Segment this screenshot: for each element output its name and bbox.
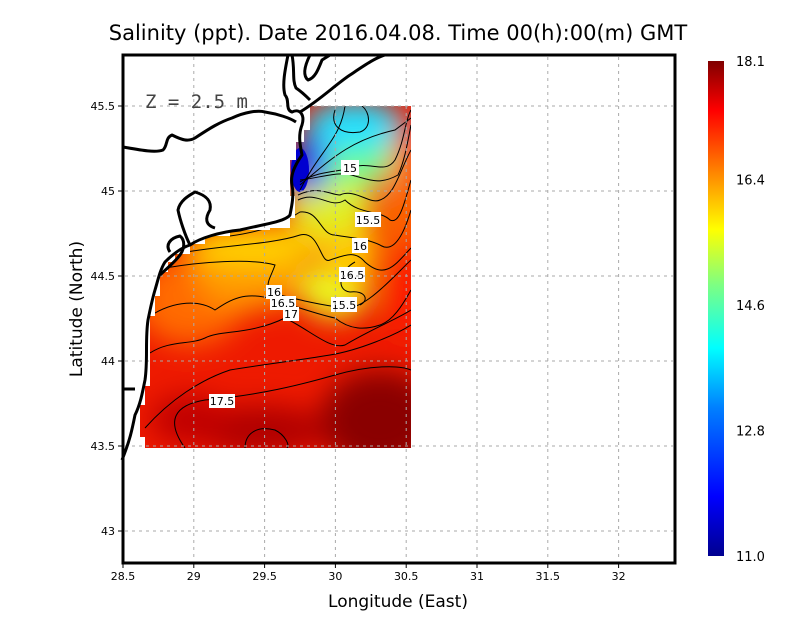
contour-label-box — [209, 394, 235, 408]
contour-label: 16 — [353, 240, 367, 253]
x-tick-label: 29.5 — [252, 570, 277, 583]
colorbar — [708, 61, 724, 556]
y-tick-label: 44 — [101, 355, 115, 368]
contour-label-box — [339, 267, 365, 282]
coastline-north — [303, 53, 331, 82]
contour-label-box — [352, 238, 368, 253]
x-tick-label: 31 — [470, 570, 484, 583]
contour-line — [297, 179, 411, 222]
coastline-west — [120, 54, 305, 461]
contour-line — [333, 106, 369, 134]
coastline — [120, 53, 386, 461]
y-tick-label: 43 — [101, 525, 115, 538]
contour-label: 16 — [267, 286, 281, 299]
contour-labels: 15 15.5 16 16.5 15.5 16 16.5 17 17.5 — [209, 160, 381, 408]
colorbar-tick-label: 12.8 — [736, 425, 765, 440]
x-tick-label: 31.5 — [536, 570, 561, 583]
contour-label: 17 — [284, 308, 298, 321]
y-tick-label: 43.5 — [91, 440, 116, 453]
contour-label-box — [341, 160, 359, 175]
contour-line — [149, 289, 411, 329]
colorbar-tick-label: 18.1 — [736, 55, 765, 70]
contour-label-box — [283, 307, 299, 321]
contour-label-box — [331, 297, 357, 312]
contour-label: 15.5 — [356, 214, 381, 227]
coastline-inlet — [122, 109, 297, 153]
field-blob-shelf — [185, 223, 325, 267]
contour-label: 17.5 — [210, 395, 235, 408]
x-tick-label: 30 — [328, 570, 342, 583]
contour-label: 16.5 — [271, 297, 296, 310]
contour-label-box — [270, 296, 296, 310]
contour-line — [174, 234, 411, 271]
field-blob-east-red — [390, 240, 411, 340]
contour-line — [299, 117, 411, 186]
field-blob-max — [320, 370, 411, 448]
plot-frame — [121, 53, 677, 565]
contour-line — [174, 366, 411, 448]
colorbar-ticks: 18.1 16.4 14.6 12.8 11.0 — [736, 55, 765, 565]
y-axis-label: Latitude (North) — [67, 241, 87, 377]
contour-line — [144, 324, 411, 429]
y-tick-label: 44.5 — [91, 270, 116, 283]
contour-line — [297, 149, 411, 202]
colorbar-tick-label: 11.0 — [736, 550, 765, 565]
contour-label: 15 — [343, 162, 357, 175]
y-axis-ticks: 45.5 45 44.5 44 43.5 43 — [91, 100, 123, 538]
contour-label-box — [355, 212, 381, 227]
x-tick-label: 28.5 — [111, 570, 136, 583]
y-tick-label: 45 — [101, 185, 115, 198]
colorbar-tick-label: 16.4 — [736, 174, 765, 189]
contour-line — [299, 109, 411, 183]
contour-label: 15.5 — [332, 299, 357, 312]
y-tick-label: 45.5 — [91, 100, 116, 113]
coastline-spit — [158, 234, 186, 277]
contour-line — [244, 428, 289, 448]
x-tick-label: 32 — [612, 570, 626, 583]
coastline-lagoon — [176, 190, 216, 246]
salinity-field — [140, 106, 411, 448]
grid-lines — [125, 57, 673, 561]
x-axis-label: Longitude (East) — [328, 592, 468, 612]
colorbar-tick-label: 14.6 — [736, 299, 765, 314]
coastline-danube-arm — [290, 54, 312, 102]
x-axis-ticks: 28.5 29 29.5 30 30.5 31 31.5 32 — [111, 563, 626, 583]
x-tick-label: 30.5 — [394, 570, 419, 583]
contour-label-box — [266, 285, 282, 299]
coastline-northeast — [299, 53, 386, 114]
field-blob-cyan — [305, 106, 405, 150]
chart-title: Salinity (ppt). Date 2016.04.08. Time 00… — [109, 21, 688, 45]
depth-annotation: Z = 2.5 m — [145, 91, 248, 113]
x-tick-label: 29 — [187, 570, 201, 583]
